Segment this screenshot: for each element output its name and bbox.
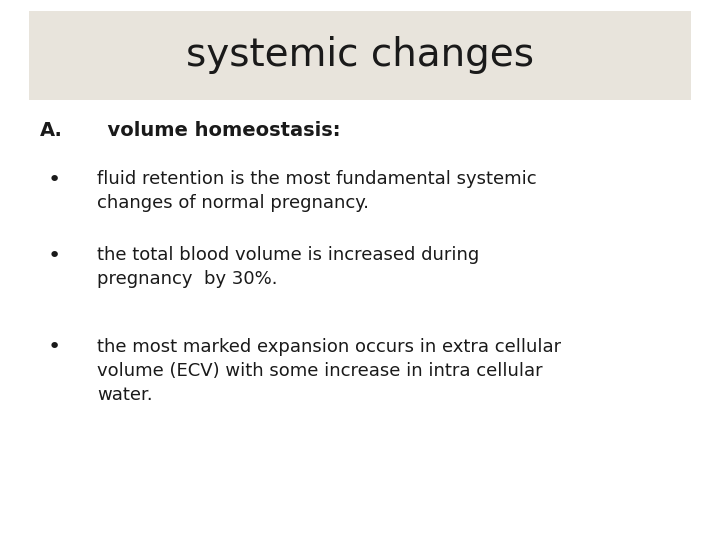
Text: fluid retention is the most fundamental systemic
changes of normal pregnancy.: fluid retention is the most fundamental …: [97, 170, 537, 212]
Text: volume homeostasis:: volume homeostasis:: [94, 122, 340, 140]
Text: •: •: [48, 170, 60, 190]
FancyBboxPatch shape: [29, 11, 691, 100]
Text: A.: A.: [40, 122, 63, 140]
Text: the total blood volume is increased during
pregnancy  by 30%.: the total blood volume is increased duri…: [97, 246, 480, 288]
Text: •: •: [48, 246, 60, 266]
Text: •: •: [48, 338, 60, 357]
Text: the most marked expansion occurs in extra cellular
volume (ECV) with some increa: the most marked expansion occurs in extr…: [97, 338, 562, 404]
Text: systemic changes: systemic changes: [186, 36, 534, 75]
